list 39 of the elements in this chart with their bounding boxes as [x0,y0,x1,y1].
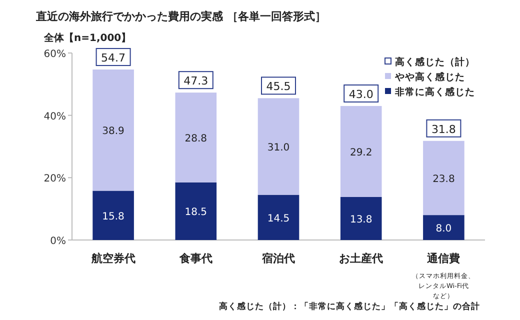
data-label: 13.8 [350,214,372,226]
legend-label: やや高く感じた [394,71,465,83]
bar [423,215,464,240]
total-label: 47.3 [184,74,208,88]
bar [92,190,134,240]
total-label: 54.7 [101,52,126,65]
bar [175,92,217,182]
bar [258,98,300,195]
x-tick-label: 航空券代 [90,252,136,265]
total-label: 45.5 [266,80,291,94]
y-tick-label: 20% [44,174,66,185]
legend-label: 非常に高く感じた [394,86,475,98]
data-label: 28.8 [184,133,208,144]
x-tick-label: 宿泊代 [261,252,295,265]
data-label: 15.8 [102,211,124,222]
bar [340,196,382,240]
text: 高く感じた（計）：「非常に高く感じた」「高く感じた」の合計 [219,301,480,312]
total-label: 43.0 [348,88,374,101]
data-label: 29.2 [350,147,372,158]
data-label: 23.8 [432,174,455,185]
y-tick-label: 0% [50,236,66,247]
data-label: 38.9 [102,126,124,138]
bar [175,182,217,240]
chart-subtitle: 全体【n=1,000】 [43,32,132,44]
bar [258,194,300,240]
data-label: 8.0 [436,224,452,235]
data-label: 18.5 [184,207,208,218]
bar [92,70,134,191]
bar [340,106,382,197]
y-tick-label: 60% [44,49,66,60]
x-tick-label: 食事代 [178,252,212,265]
total-label: 31.8 [431,122,456,136]
chart-title: 直近の海外旅行でかかった費用の実感 ［各単一回答形式］ [35,10,326,23]
y-tick-label: 40% [44,111,66,122]
data-label: 31.0 [267,142,290,154]
legend-title: 高く感じた（計） [395,56,475,68]
x-tick-label: お土産代 [339,252,384,265]
data-label: 14.5 [267,213,290,224]
bar [423,140,464,216]
